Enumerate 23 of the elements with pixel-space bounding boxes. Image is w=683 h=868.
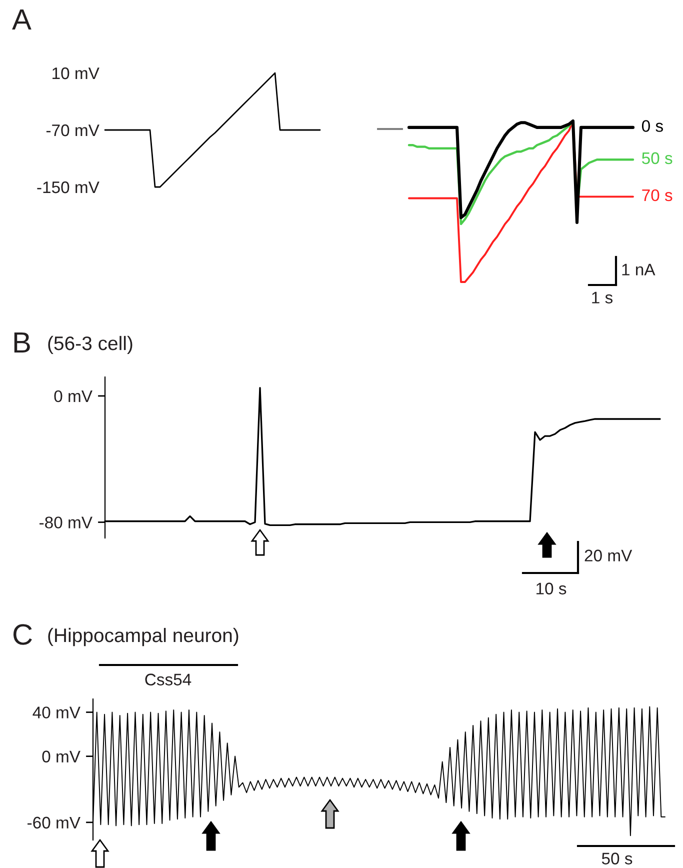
series-label: 50 s	[642, 152, 672, 164]
chart-title: B	[14, 332, 30, 353]
y-tick-label: 40 mV	[32, 706, 80, 718]
annotation: 1 nA	[622, 264, 656, 276]
y-tick-label: -80 mV	[40, 516, 92, 528]
chart-subtitle: (56-3 cell)	[48, 336, 132, 354]
series-label: 0 s	[642, 120, 663, 132]
y-tick-label: 10 mV	[52, 67, 100, 80]
y-tick-label: 0 mV	[54, 390, 92, 402]
text: 10 s	[536, 582, 566, 594]
chart-title: C	[13, 624, 32, 645]
text: 1 s	[592, 292, 613, 304]
y-tick-label: 0 mV	[42, 750, 80, 762]
text: 20 mV	[584, 550, 632, 562]
line-series	[104, 72, 321, 188]
series-label: 70 s	[642, 189, 672, 202]
y-tick-label: -60 mV	[28, 816, 80, 829]
y-tick-label: -70 mV	[46, 124, 100, 136]
y-tick-label: -150 mV	[37, 181, 100, 194]
chart-title: A	[12, 9, 32, 30]
chart-subtitle: (Hippocampal neuron)	[48, 628, 238, 646]
text: Css54	[145, 674, 192, 686]
text: 50 s	[602, 852, 632, 864]
